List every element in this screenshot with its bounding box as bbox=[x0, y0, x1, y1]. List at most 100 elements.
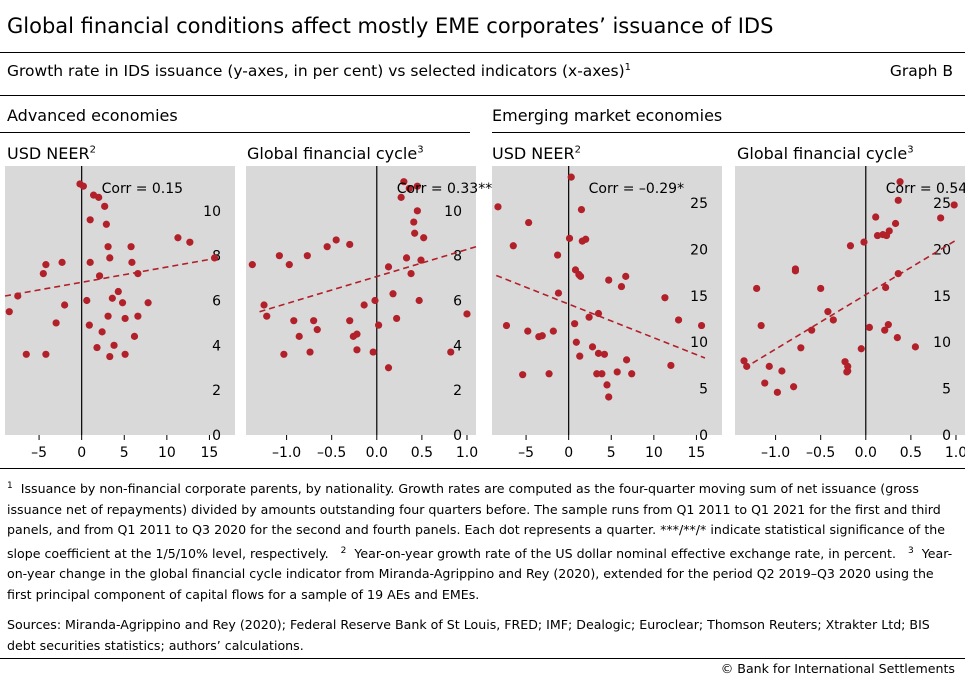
data-point bbox=[577, 205, 586, 214]
scatter-panel-1: –50510150246810Corr = 0.15 bbox=[4, 166, 235, 461]
data-point bbox=[186, 238, 194, 246]
x-tick-label: 15 bbox=[201, 445, 219, 461]
data-point bbox=[210, 254, 219, 262]
data-point bbox=[134, 270, 142, 278]
chart-bottom-divider bbox=[0, 468, 965, 469]
data-point bbox=[61, 301, 69, 309]
data-point bbox=[628, 370, 636, 378]
data-point bbox=[585, 313, 593, 321]
group-label-advanced: Advanced economies bbox=[7, 106, 178, 125]
data-point bbox=[95, 193, 103, 201]
data-point bbox=[346, 317, 354, 325]
plot-background bbox=[492, 166, 722, 435]
data-point bbox=[894, 196, 902, 204]
data-point bbox=[14, 292, 22, 300]
data-point bbox=[778, 367, 786, 375]
correlation-label: Corr = 0.33** bbox=[397, 181, 492, 197]
data-point bbox=[571, 320, 579, 328]
data-point bbox=[121, 350, 129, 358]
data-point bbox=[891, 219, 900, 228]
subtitle-divider bbox=[0, 95, 965, 96]
chart-subtitle: Growth rate in IDS issuance (y-axes, in … bbox=[7, 62, 632, 81]
data-point bbox=[290, 317, 298, 325]
x-tick-label: 1.0 bbox=[456, 445, 478, 461]
data-point bbox=[306, 348, 314, 356]
data-point bbox=[576, 352, 584, 360]
data-point bbox=[389, 290, 397, 298]
data-point bbox=[494, 203, 502, 211]
data-point bbox=[98, 328, 106, 336]
x-tick-label: 0.5 bbox=[411, 445, 433, 461]
trend-line bbox=[495, 274, 706, 359]
data-point bbox=[420, 234, 428, 242]
correlation-label: Corr = 0.15 bbox=[102, 181, 183, 197]
y-tick-label: 5 bbox=[699, 382, 708, 398]
x-tick-label: 0.0 bbox=[855, 445, 877, 461]
data-point bbox=[896, 178, 904, 186]
group-divider-right bbox=[492, 132, 965, 133]
data-point bbox=[553, 251, 562, 259]
data-point bbox=[411, 229, 419, 237]
data-point bbox=[937, 214, 945, 222]
data-point bbox=[360, 301, 368, 309]
data-point bbox=[128, 258, 136, 266]
data-point bbox=[93, 343, 101, 352]
data-point bbox=[588, 343, 597, 351]
data-point bbox=[613, 368, 621, 376]
data-point bbox=[417, 256, 425, 264]
panel-title-2: Global financial cycle3 bbox=[247, 144, 424, 163]
data-point bbox=[95, 272, 104, 280]
data-point bbox=[824, 308, 832, 316]
data-point bbox=[605, 393, 613, 401]
data-point bbox=[134, 312, 142, 320]
data-point bbox=[263, 312, 271, 320]
data-point bbox=[407, 270, 415, 278]
data-point bbox=[600, 350, 609, 358]
y-tick-label: 10 bbox=[203, 204, 221, 220]
data-point bbox=[275, 252, 283, 260]
data-point bbox=[405, 184, 413, 193]
data-point bbox=[594, 309, 603, 318]
data-point bbox=[415, 296, 423, 305]
data-point bbox=[881, 326, 889, 334]
data-point bbox=[872, 213, 880, 221]
y-tick-label: 20 bbox=[933, 242, 951, 258]
data-point bbox=[303, 252, 311, 260]
data-point bbox=[310, 317, 318, 325]
data-point bbox=[873, 231, 882, 240]
data-point bbox=[83, 296, 91, 305]
trend-line bbox=[4, 257, 219, 297]
data-point bbox=[5, 308, 13, 316]
data-point bbox=[524, 327, 532, 335]
data-point bbox=[130, 332, 139, 340]
data-point bbox=[110, 341, 118, 349]
data-point bbox=[622, 272, 630, 280]
data-point bbox=[740, 357, 748, 365]
data-point bbox=[58, 258, 66, 266]
x-tick-label: –1.0 bbox=[272, 445, 301, 461]
data-point bbox=[661, 294, 669, 302]
data-point bbox=[865, 323, 873, 331]
data-point bbox=[332, 236, 340, 244]
x-tick-label: 0.0 bbox=[366, 445, 388, 461]
data-point bbox=[101, 202, 109, 210]
y-tick-label: 0 bbox=[699, 428, 708, 444]
data-point bbox=[410, 218, 418, 226]
x-tick-label: –0.5 bbox=[806, 445, 835, 461]
data-point bbox=[102, 220, 110, 228]
x-tick-label: 15 bbox=[688, 445, 706, 461]
data-point bbox=[369, 348, 377, 356]
data-point bbox=[622, 356, 631, 364]
data-point bbox=[885, 227, 893, 235]
data-point bbox=[280, 350, 288, 358]
data-point bbox=[353, 330, 361, 338]
footnote-3: Year-on-year change in the global financ… bbox=[7, 545, 953, 602]
data-point bbox=[384, 263, 393, 271]
data-point bbox=[106, 352, 114, 361]
x-tick-label: 5 bbox=[607, 445, 616, 461]
data-point bbox=[86, 258, 94, 266]
data-point bbox=[844, 367, 852, 375]
y-tick-label: 25 bbox=[933, 196, 951, 212]
